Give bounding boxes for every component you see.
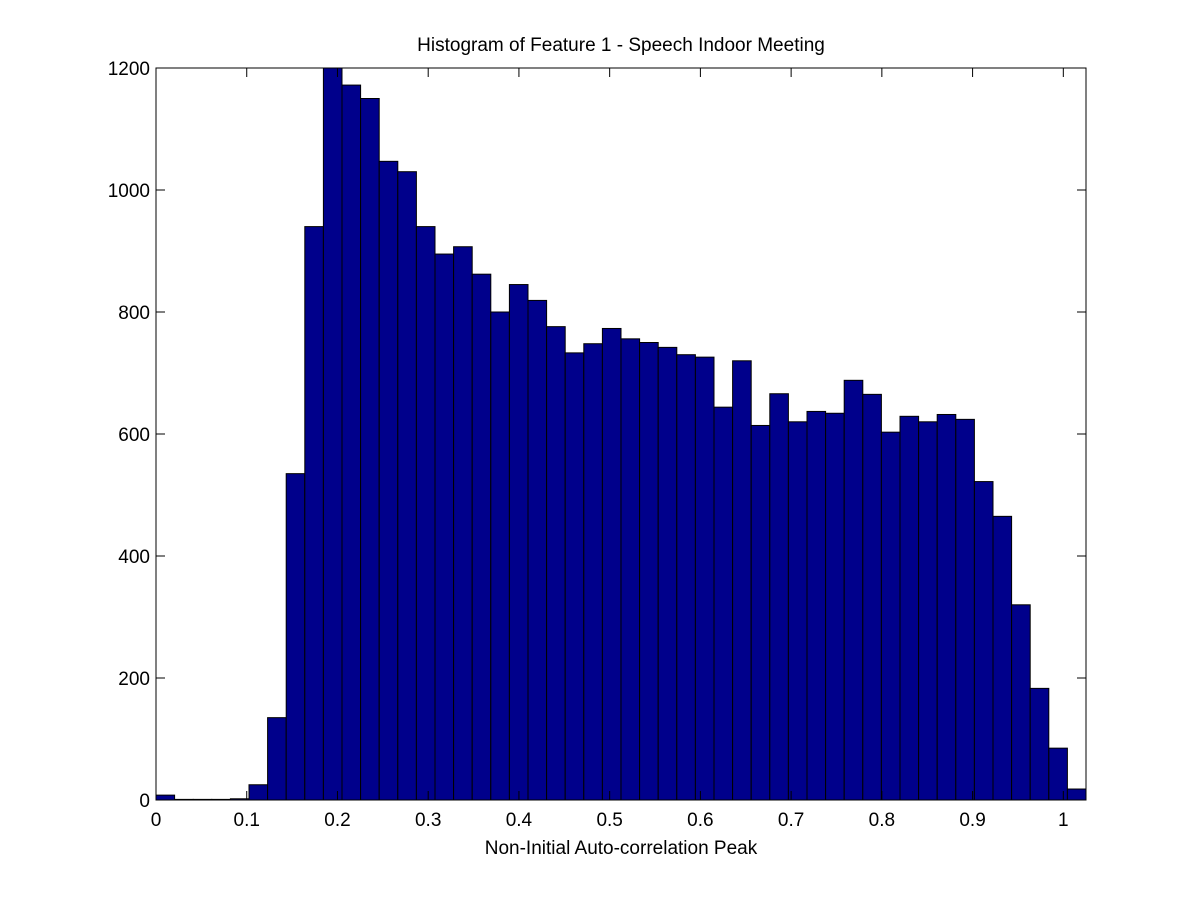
histogram-bar	[471, 273, 492, 801]
x-tick-label: 0.6	[687, 810, 713, 831]
y-ticks-group: 0 200 400 600 800 1000 1200	[108, 59, 1086, 812]
histogram-bar	[155, 794, 176, 801]
histogram-bar	[546, 326, 566, 801]
y-tick-label: 1000	[108, 181, 150, 202]
histogram-bar	[1048, 747, 1068, 801]
histogram-bar	[955, 418, 975, 801]
x-ticks-group: 0 0.1 0.2 0.3 0.4 0.5 0.6 0.7 0.8 0.9 1	[151, 68, 1069, 831]
histogram-bar	[992, 515, 1013, 801]
x-tick-label: 1	[1058, 810, 1069, 831]
histogram-bar	[639, 342, 659, 801]
histogram-bar	[490, 311, 510, 801]
x-tick-label: 0.1	[234, 810, 260, 831]
x-tick-label: 0	[151, 810, 162, 831]
x-tick-label: 0.8	[869, 810, 895, 831]
histogram-bar	[322, 67, 343, 801]
histogram-bar	[248, 784, 269, 801]
histogram-bar	[918, 421, 938, 801]
histogram-bar	[564, 352, 585, 801]
histogram-bar	[750, 424, 771, 801]
histogram-bar	[397, 171, 417, 801]
y-tick-label: 400	[118, 547, 150, 568]
histogram-bar	[583, 343, 603, 801]
y-tick-label: 1200	[108, 59, 150, 80]
histogram-bar	[620, 338, 641, 801]
histogram-bar	[973, 481, 994, 801]
histogram-bar	[732, 360, 752, 801]
x-tick-label: 0.7	[778, 810, 804, 831]
histogram-bar	[806, 410, 827, 801]
x-tick-label: 0.2	[324, 810, 350, 831]
x-tick-label: 0.5	[596, 810, 622, 831]
histogram-bar	[285, 473, 306, 801]
y-tick-label: 800	[118, 303, 150, 324]
histogram-bar	[453, 246, 473, 801]
histogram-bar	[825, 412, 845, 801]
y-tick-label: 600	[118, 425, 150, 446]
histogram-bar	[787, 421, 808, 801]
y-tick-label: 200	[118, 669, 150, 690]
x-axis-label: Non-Initial Auto-correlation Peak	[485, 838, 758, 859]
histogram-bar	[880, 431, 901, 801]
histogram-bar	[1066, 788, 1087, 801]
bars-group	[155, 67, 1087, 801]
histogram-bar	[304, 226, 324, 801]
histogram-bar	[434, 253, 455, 801]
histogram-bar	[601, 327, 622, 801]
histogram-bar	[527, 299, 548, 801]
histogram-bar	[862, 393, 882, 801]
histogram-bar	[676, 354, 696, 801]
chart-title: Histogram of Feature 1 - Speech Indoor M…	[417, 35, 825, 56]
histogram-bar	[843, 379, 864, 801]
x-tick-label: 0.3	[415, 810, 441, 831]
histogram-bar	[657, 346, 678, 801]
histogram-bar	[1011, 604, 1031, 801]
histogram-bar	[415, 226, 436, 801]
histogram-bar	[341, 84, 362, 801]
histogram-bar	[378, 160, 399, 801]
x-tick-label: 0.9	[959, 810, 985, 831]
histogram-bar	[508, 284, 529, 801]
histogram-bar	[267, 717, 287, 801]
histogram-bar	[769, 393, 789, 801]
x-tick-label: 0.4	[506, 810, 533, 831]
histogram-bar	[360, 98, 380, 801]
y-tick-label: 0	[139, 791, 150, 812]
histogram-bar	[713, 406, 734, 801]
histogram-bar	[899, 415, 920, 801]
histogram-bar	[936, 413, 957, 801]
histogram-bar	[694, 356, 715, 801]
histogram-bar	[1029, 687, 1050, 801]
